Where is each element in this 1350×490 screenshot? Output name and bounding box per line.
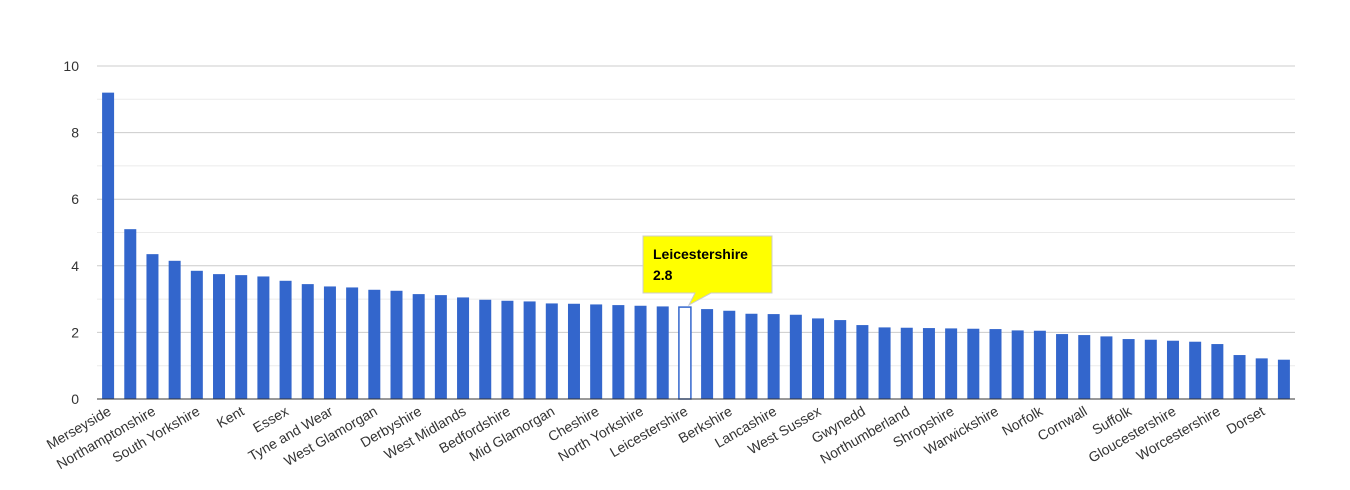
bar[interactable] — [701, 309, 714, 399]
x-category-label: Dorset — [1224, 403, 1268, 438]
tooltip-box — [642, 235, 773, 307]
bar[interactable] — [723, 310, 736, 399]
bar[interactable] — [767, 314, 780, 399]
bar[interactable] — [279, 280, 292, 399]
bar[interactable] — [323, 286, 336, 399]
bar[interactable] — [457, 297, 470, 399]
bar[interactable] — [745, 313, 758, 399]
bars — [102, 92, 1290, 400]
bar[interactable] — [1189, 341, 1202, 399]
bar[interactable] — [1056, 334, 1069, 399]
bar[interactable] — [922, 328, 935, 399]
tooltip-label: Leicestershire — [653, 246, 748, 262]
bar[interactable] — [146, 254, 159, 399]
bar[interactable] — [368, 289, 381, 399]
bar[interactable] — [257, 276, 270, 399]
y-axis-tick-labels: 0 2 4 6 8 10 — [63, 58, 79, 407]
bar[interactable] — [989, 329, 1002, 399]
bar[interactable] — [634, 305, 647, 399]
x-category-label: Kent — [214, 403, 247, 431]
bar[interactable] — [1011, 330, 1024, 399]
bar[interactable] — [812, 318, 825, 399]
bar[interactable] — [1100, 336, 1113, 399]
bar[interactable] — [213, 274, 226, 399]
bar[interactable] — [789, 314, 802, 399]
y-tick-label: 2 — [71, 324, 79, 340]
bar[interactable] — [900, 327, 913, 399]
bar[interactable] — [1255, 358, 1268, 399]
bar[interactable] — [878, 327, 891, 399]
bar[interactable] — [412, 294, 425, 399]
x-category-label: Cornwall — [1035, 403, 1090, 444]
bar[interactable] — [1233, 355, 1246, 399]
bar[interactable] — [590, 304, 603, 399]
y-tick-label: 8 — [71, 125, 79, 141]
bar[interactable] — [834, 320, 847, 399]
bar[interactable] — [1078, 335, 1091, 399]
bar[interactable] — [1277, 359, 1290, 399]
bar[interactable] — [346, 287, 359, 399]
bar[interactable] — [124, 229, 137, 399]
bar[interactable] — [945, 328, 958, 399]
bar[interactable] — [479, 299, 492, 399]
bar[interactable] — [235, 275, 248, 399]
bar[interactable] — [1211, 344, 1224, 399]
y-tick-label: 10 — [63, 58, 79, 74]
bar[interactable] — [168, 260, 181, 399]
bar[interactable] — [301, 284, 314, 399]
bar-highlighted[interactable] — [678, 306, 692, 400]
gridlines — [97, 65, 1295, 400]
bar[interactable] — [434, 295, 447, 399]
tooltip: Leicestershire 2.8 — [642, 235, 773, 307]
bar[interactable] — [612, 305, 625, 399]
bar[interactable] — [1166, 340, 1179, 399]
bar[interactable] — [1122, 339, 1135, 399]
bar[interactable] — [967, 328, 980, 399]
bar[interactable] — [656, 306, 669, 399]
y-tick-label: 6 — [71, 191, 79, 207]
tooltip-value: 2.8 — [653, 267, 673, 283]
bar[interactable] — [190, 270, 203, 399]
bar[interactable] — [501, 300, 514, 399]
bar[interactable] — [567, 303, 580, 399]
bar[interactable] — [523, 301, 536, 399]
bar[interactable] — [1144, 339, 1157, 399]
bar[interactable] — [390, 290, 403, 399]
y-tick-label: 4 — [71, 258, 79, 274]
bar[interactable] — [856, 325, 869, 399]
y-tick-label: 0 — [71, 391, 79, 407]
bar[interactable] — [102, 92, 115, 399]
bar[interactable] — [545, 303, 558, 399]
bar[interactable] — [1033, 330, 1046, 399]
